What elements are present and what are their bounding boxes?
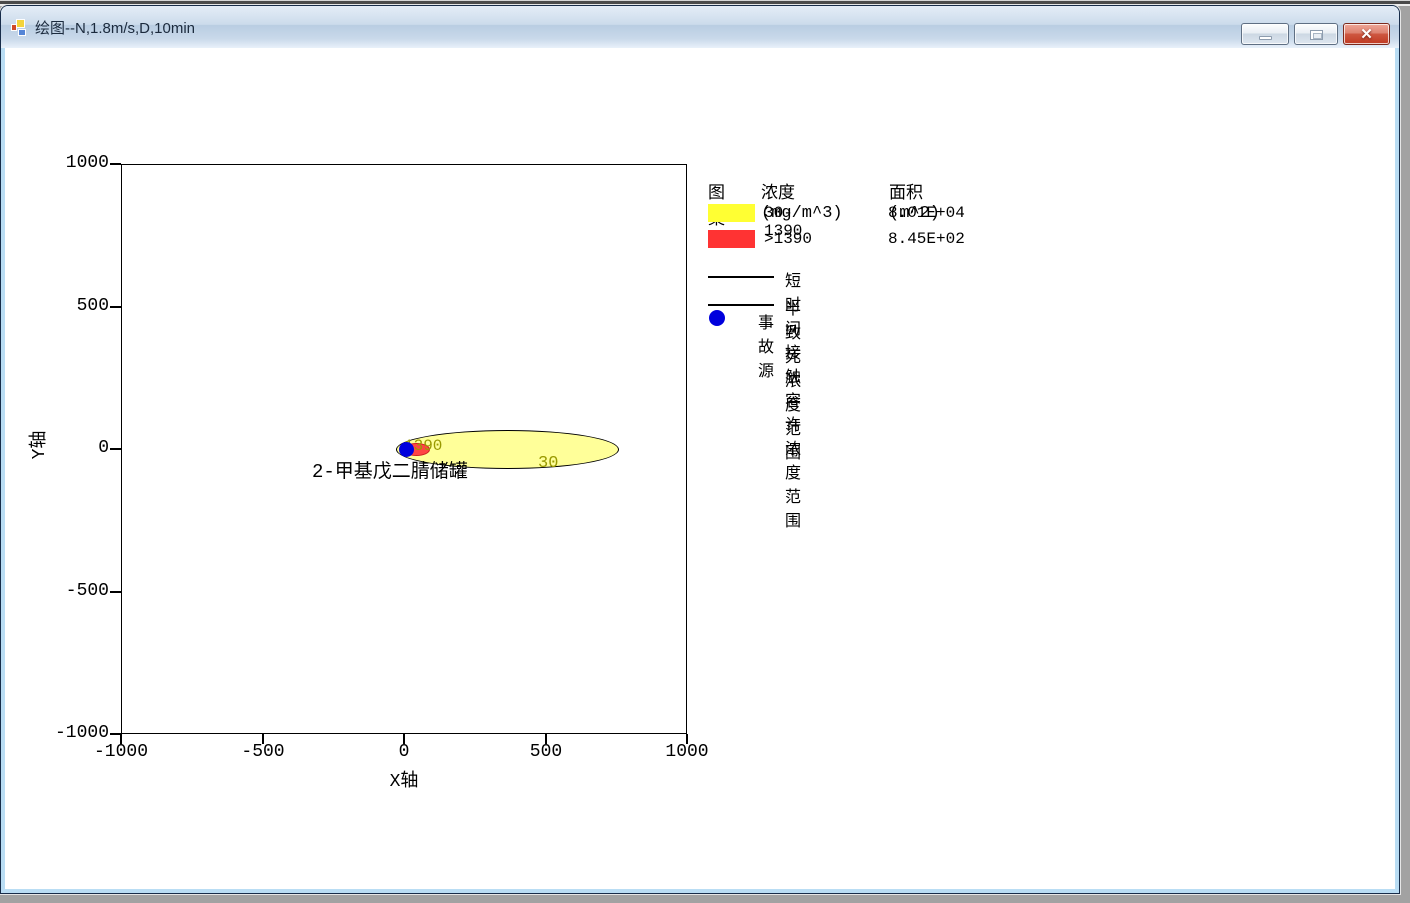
- app-icon-blue-square: [18, 29, 26, 36]
- window-controls: ✕: [1241, 23, 1390, 45]
- legend-line-label-lc50: 半致死浓度范围: [785, 301, 802, 463]
- x-axis-title: X轴: [389, 772, 419, 792]
- y-tick-label: 1000: [65, 153, 109, 173]
- y-tick-mark: [110, 163, 121, 165]
- app-window: 绘图--N,1.8m/s,D,10min ✕ 1000 500 0 -500 -…: [0, 5, 1400, 894]
- legend-header-area: 面积(m^2): [889, 185, 941, 223]
- y-tick-mark: [110, 306, 121, 308]
- legend-line-sample: [708, 276, 774, 278]
- window-title: 绘图--N,1.8m/s,D,10min: [35, 20, 196, 37]
- y-tick-mark: [110, 591, 121, 593]
- legend-range-label: >1390: [764, 230, 813, 248]
- x-tick-mark: [686, 734, 688, 744]
- x-tick-label: 0: [398, 742, 410, 762]
- accident-source-dot: [399, 442, 414, 457]
- x-tick-mark: [403, 734, 405, 744]
- y-axis-title: Y轴: [30, 430, 50, 460]
- x-tick-mark: [262, 734, 264, 744]
- y-tick-label: 500: [76, 296, 109, 316]
- winforms-app-icon: [11, 19, 29, 36]
- legend-range-label: 30-1390: [764, 204, 803, 240]
- minimize-button[interactable]: [1241, 23, 1289, 45]
- x-tick-mark: [120, 734, 122, 744]
- legend-line-sample: [708, 304, 774, 306]
- x-tick-label: 500: [529, 742, 563, 762]
- contour-label-30: 30: [538, 454, 559, 473]
- legend-area-value: 8.01E+04: [888, 204, 965, 222]
- source-tank-label: 2-甲基戊二腈储罐: [312, 461, 468, 483]
- chart-canvas: 1000 500 0 -500 -1000 -1000 -500 0 500 1…: [5, 48, 1395, 889]
- contour-zone-yellow: [396, 430, 619, 469]
- close-icon: ✕: [1360, 26, 1373, 43]
- y-tick-label: 0: [98, 438, 109, 458]
- maximize-icon: [1310, 30, 1323, 40]
- y-tick-mark: [110, 448, 121, 450]
- title-bar[interactable]: 绘图--N,1.8m/s,D,10min ✕: [1, 6, 1399, 48]
- legend-swatch-yellow: [708, 204, 755, 222]
- minimize-icon: [1259, 36, 1272, 40]
- y-tick-mark: [110, 733, 121, 735]
- x-tick-label: 1000: [665, 742, 709, 762]
- legend-header-concentration: 浓度(mg/m^3): [761, 185, 843, 223]
- legend-source-dot-icon: [709, 310, 725, 326]
- x-tick-label: -1000: [93, 742, 148, 762]
- desktop-backdrop-strip: [0, 0, 1410, 6]
- legend-swatch-red: [708, 230, 755, 248]
- close-button[interactable]: ✕: [1343, 23, 1390, 45]
- legend-source-label: 事故源: [758, 315, 775, 381]
- legend-area-value: 8.45E+02: [888, 230, 965, 248]
- x-tick-mark: [545, 734, 547, 744]
- y-tick-label: -1000: [54, 723, 109, 743]
- y-tick-label: -500: [65, 581, 109, 601]
- app-icon-yellow-square: [16, 19, 25, 28]
- x-tick-label: -500: [241, 742, 285, 762]
- legend-line-label-stel: 短时间接触容许浓度范围: [785, 273, 802, 531]
- maximize-button[interactable]: [1294, 23, 1338, 45]
